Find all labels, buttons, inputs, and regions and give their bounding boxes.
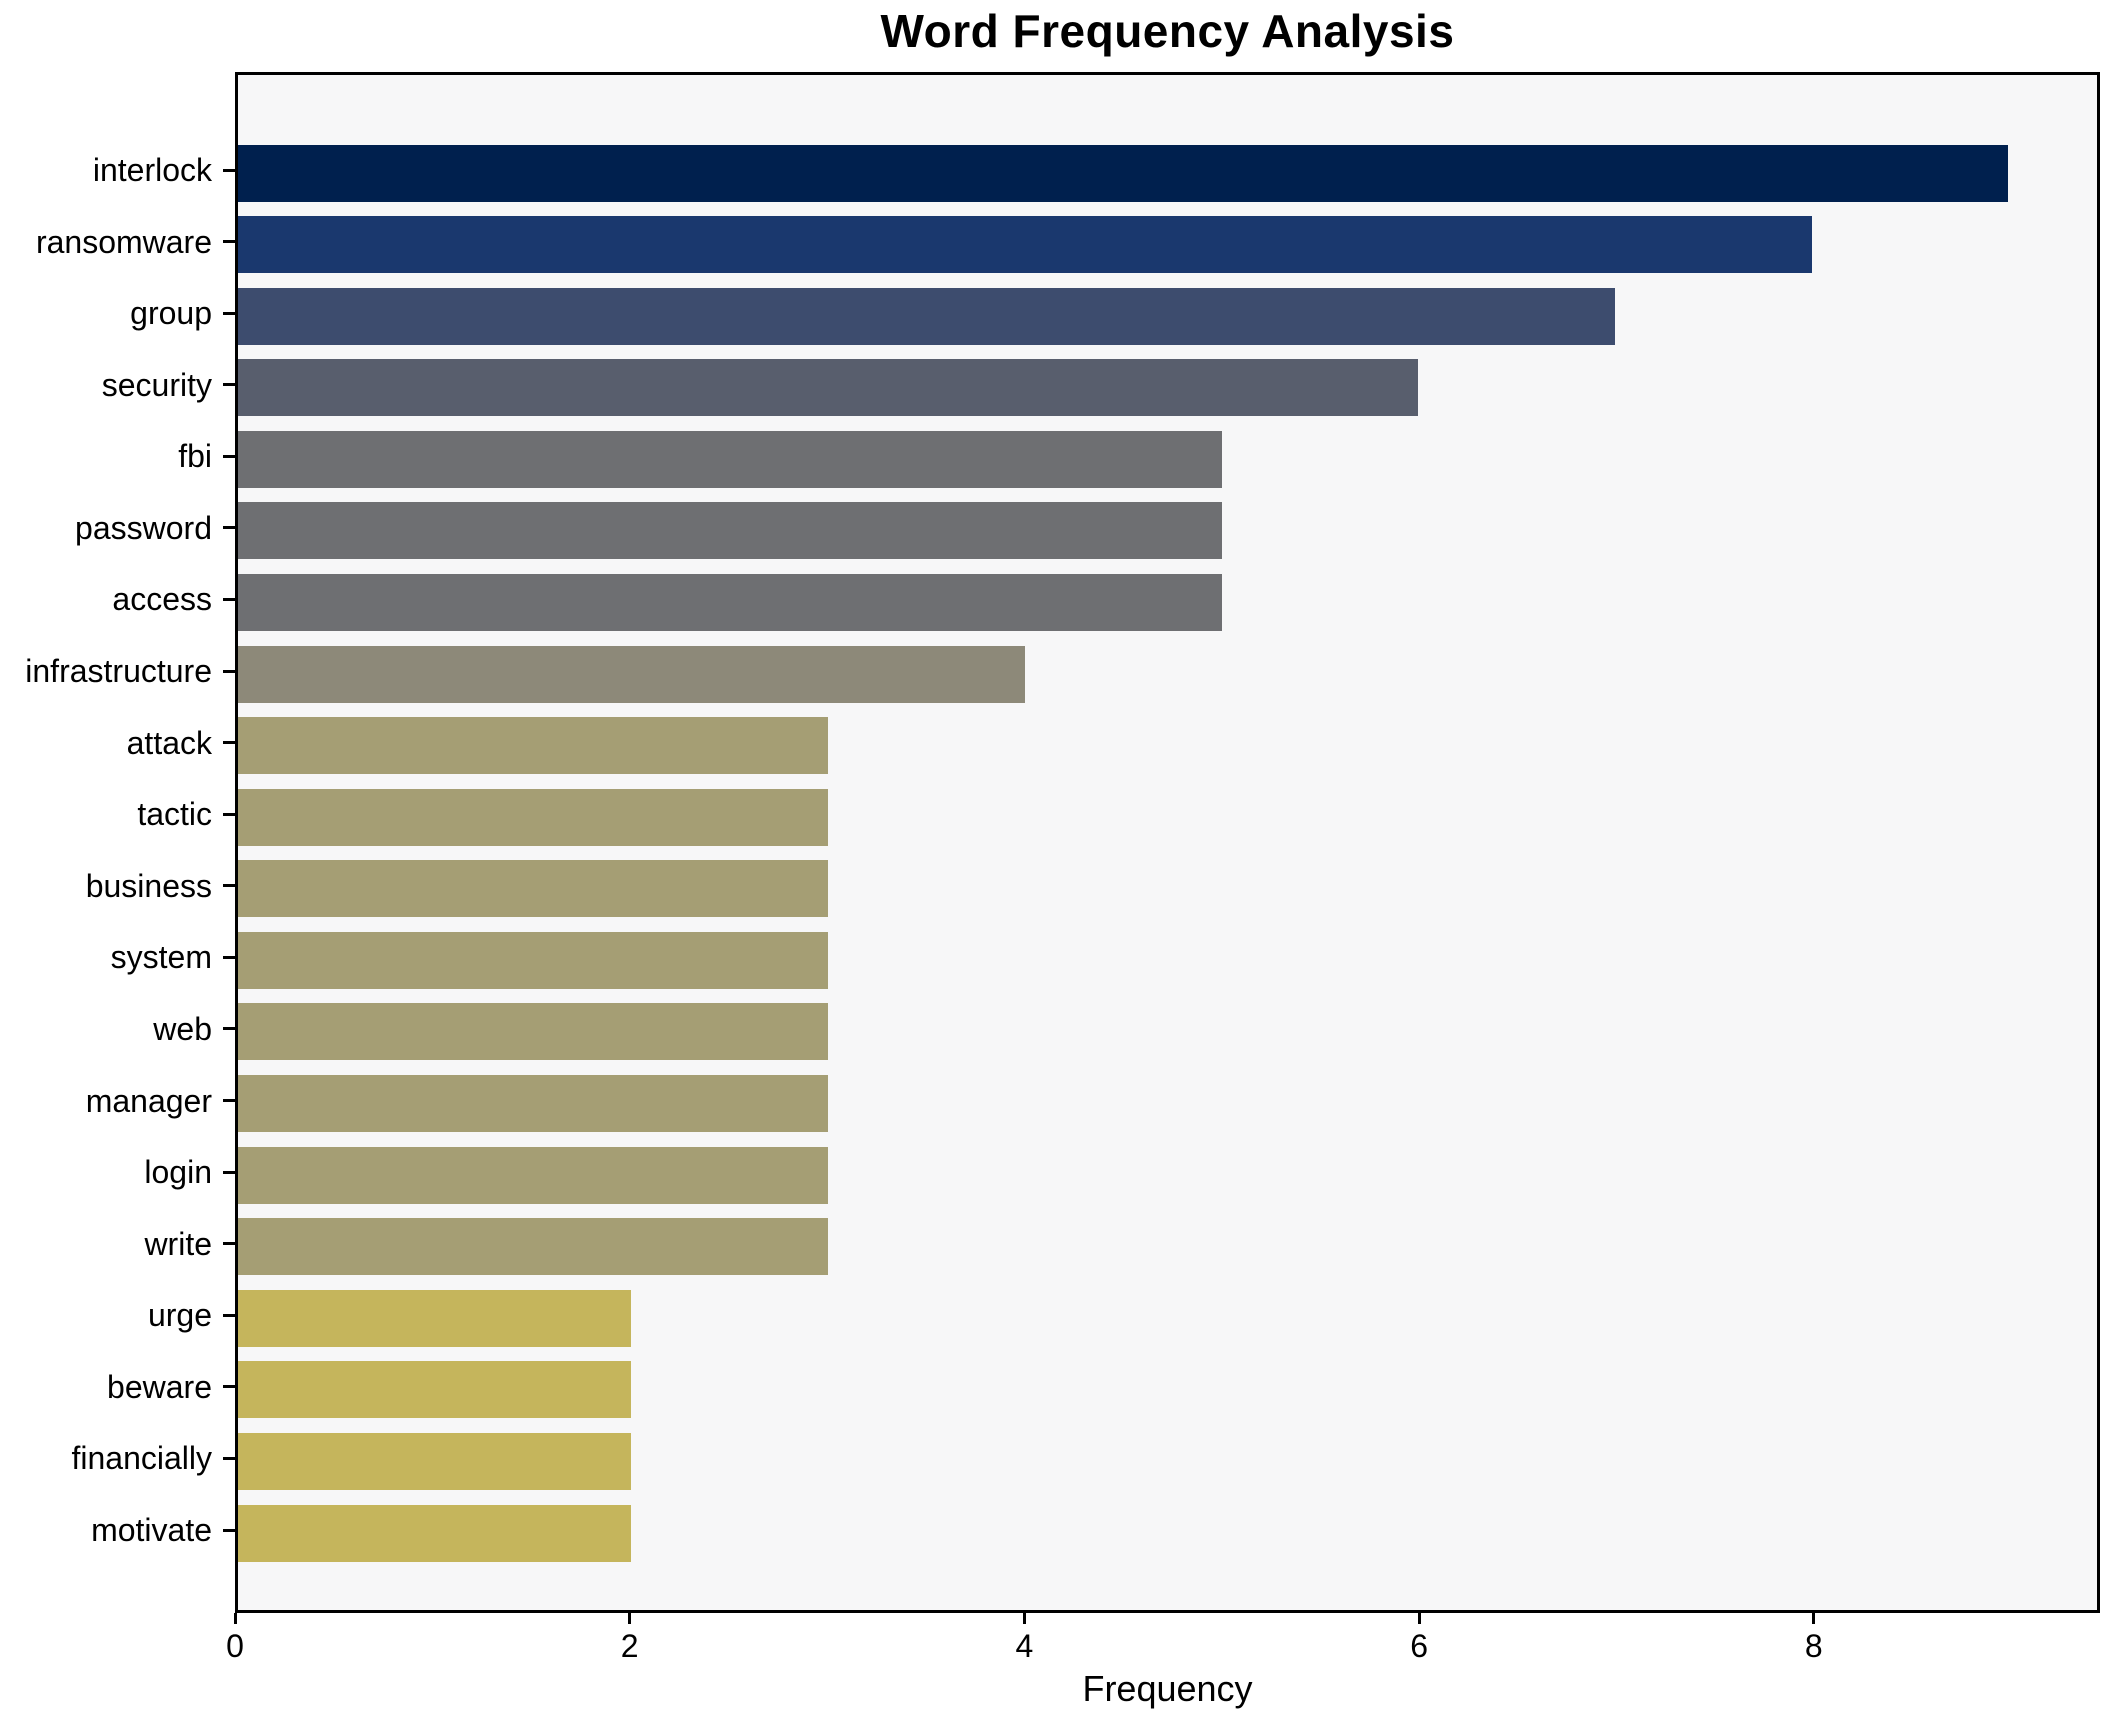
- y-tick-mark: [223, 1385, 235, 1389]
- bar-motivate: [238, 1504, 632, 1562]
- x-tick-label-4: 4: [1015, 1628, 1034, 1664]
- bar-ransomware: [238, 216, 1812, 274]
- y-tick-label-tactic: tactic: [137, 796, 212, 833]
- y-tick-label-interlock: interlock: [92, 152, 212, 188]
- y-tick-mark: [223, 597, 235, 601]
- bar-manager: [238, 1075, 829, 1133]
- bar-login: [238, 1146, 829, 1204]
- y-tick-label-login: login: [144, 1154, 212, 1191]
- y-tick-label-group: group: [130, 295, 212, 332]
- y-tick-mark: [223, 884, 235, 888]
- bar-security: [238, 359, 1419, 417]
- bar-tactic: [238, 788, 829, 846]
- y-tick-label-web: web: [153, 1010, 212, 1047]
- bars-layer: [238, 75, 2097, 1610]
- x-tick-mark: [628, 1613, 632, 1624]
- x-tick-mark: [1812, 1613, 1816, 1624]
- y-tick-mark: [223, 1313, 235, 1317]
- y-tick-mark: [223, 383, 235, 387]
- y-tick-label-write: write: [144, 1225, 212, 1262]
- y-tick-mark: [223, 526, 235, 530]
- y-tick-mark: [223, 311, 235, 315]
- y-tick-label-attack: attack: [126, 724, 212, 761]
- bar-infrastructure: [238, 645, 1025, 703]
- y-tick-mark: [223, 240, 235, 244]
- y-tick-mark: [223, 168, 235, 172]
- y-tick-label-motivate: motivate: [91, 1512, 212, 1549]
- y-tick-mark: [223, 1456, 235, 1460]
- y-tick-mark: [223, 955, 235, 959]
- bar-group: [238, 287, 1616, 345]
- y-tick-mark: [223, 1170, 235, 1174]
- x-tick-label-0: 0: [226, 1628, 244, 1664]
- bar-web: [238, 1003, 829, 1061]
- x-tick-mark: [1022, 1613, 1026, 1624]
- y-tick-label-business: business: [85, 867, 212, 904]
- y-tick-label-infrastructure: infrastructure: [25, 653, 212, 690]
- y-tick-label-security: security: [101, 366, 212, 403]
- y-tick-mark: [223, 669, 235, 673]
- y-tick-mark: [223, 454, 235, 458]
- y-tick-label-password: password: [75, 509, 212, 546]
- y-tick-label-system: system: [110, 939, 212, 976]
- y-tick-label-ransomware: ransomware: [35, 223, 212, 260]
- y-tick-label-beware: beware: [107, 1368, 212, 1405]
- x-tick-label-2: 2: [620, 1628, 639, 1664]
- x-axis-title: Frequency: [1082, 1668, 1253, 1709]
- y-tick-mark: [223, 1528, 235, 1532]
- y-tick-label-urge: urge: [147, 1297, 212, 1334]
- bar-password: [238, 502, 1222, 560]
- x-tick-label-6: 6: [1410, 1628, 1429, 1664]
- bar-attack: [238, 717, 829, 775]
- bar-business: [238, 860, 829, 918]
- bar-write: [238, 1218, 829, 1276]
- x-tick-mark: [1417, 1613, 1421, 1624]
- x-tick-mark: [233, 1613, 237, 1624]
- y-tick-label-access: access: [112, 581, 212, 618]
- bar-access: [238, 573, 1222, 631]
- bar-beware: [238, 1361, 632, 1419]
- bar-financially: [238, 1432, 632, 1490]
- plot-area: [235, 72, 2100, 1613]
- y-tick-mark: [223, 1099, 235, 1103]
- y-tick-mark: [223, 1242, 235, 1246]
- y-tick-mark: [223, 812, 235, 816]
- bar-interlock: [238, 144, 2009, 202]
- y-tick-mark: [223, 1027, 235, 1031]
- y-tick-label-fbi: fbi: [178, 438, 212, 475]
- bar-fbi: [238, 430, 1222, 488]
- bar-system: [238, 931, 829, 989]
- y-tick-label-manager: manager: [85, 1082, 212, 1119]
- y-tick-mark: [223, 741, 235, 745]
- x-tick-label-8: 8: [1804, 1628, 1823, 1664]
- chart-title: Word Frequency Analysis: [880, 5, 1455, 57]
- bar-urge: [238, 1289, 632, 1347]
- y-tick-label-financially: financially: [71, 1440, 212, 1477]
